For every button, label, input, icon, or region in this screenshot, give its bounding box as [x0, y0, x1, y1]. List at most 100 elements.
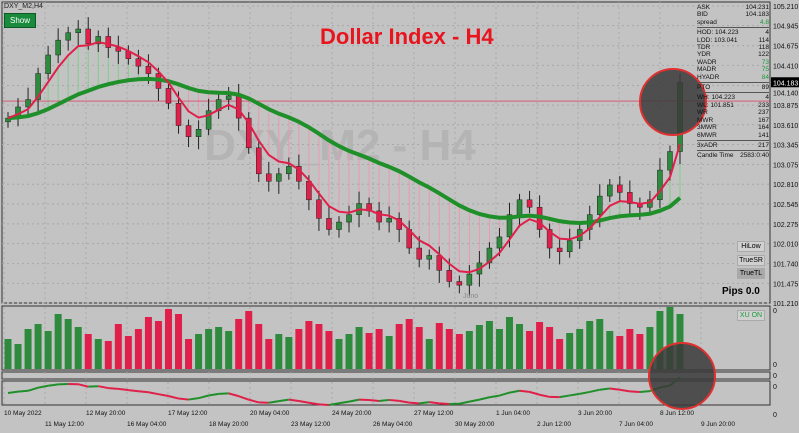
oscillator-line: [288, 398, 300, 402]
candle: [135, 49, 142, 75]
volume-bar: [475, 325, 483, 369]
volume-bar: [616, 336, 624, 369]
chart-title: Dollar Index - H4: [320, 24, 494, 49]
info-value: 4: [765, 29, 769, 37]
candle: [65, 26, 71, 51]
oscillator-line: [629, 390, 640, 393]
volume-bar: [425, 339, 433, 369]
date-tick: 7 Jun 04:00: [619, 421, 653, 428]
oscillator-line: [519, 389, 530, 393]
candle: [526, 190, 533, 214]
volume-bar: [305, 321, 313, 369]
oscillator-line: [509, 389, 520, 394]
oscillator-line: [298, 400, 310, 404]
info-value: 89: [761, 84, 769, 92]
date-tick: 16 May 04:00: [127, 421, 167, 428]
volume-bar: [495, 329, 503, 369]
candle: [516, 193, 523, 228]
volume-bar: [315, 324, 323, 369]
hilow-button[interactable]: HiLow: [737, 241, 765, 252]
divider: [697, 92, 769, 94]
candle: [35, 67, 41, 113]
oscillator-line: [479, 396, 490, 401]
info-row: WL: 101.851 233: [697, 102, 769, 109]
oscillator-line: [599, 387, 610, 391]
volume-bar: [154, 321, 162, 369]
oscillator-line: [238, 395, 250, 401]
price-tick: 104.410: [773, 63, 798, 70]
info-row: HYADR 84: [697, 74, 769, 81]
volume-bar: [225, 331, 233, 369]
volume-bar: [44, 331, 52, 369]
oscillator-line: [268, 400, 279, 404]
candle: [346, 205, 352, 233]
truesr-button[interactable]: TrueSR: [737, 255, 765, 266]
slow-ma-line: [7, 76, 682, 226]
price-tick: 104.675: [773, 44, 798, 51]
candle: [105, 27, 112, 58]
fast-ma-line: [7, 41, 681, 274]
xu-on-button[interactable]: XU ON: [737, 310, 765, 321]
volume-bar: [144, 317, 152, 369]
oscillator-line: [178, 397, 189, 401]
info-key: BID: [697, 11, 708, 19]
info-key: PTO: [697, 84, 711, 92]
price-tick: 105.210: [773, 4, 798, 11]
candle: [276, 167, 282, 194]
volume-bar: [14, 344, 22, 369]
info-key: WL: 101.851: [697, 101, 734, 109]
divider: [697, 150, 769, 152]
volume-bar: [205, 329, 213, 369]
volume-bar: [345, 334, 353, 369]
date-tick: 18 May 20:00: [209, 421, 249, 428]
volume-bar: [656, 311, 664, 369]
oscillator-line: [17, 389, 29, 393]
oscillator-line: [429, 401, 440, 405]
info-key: WR: [697, 109, 708, 117]
info-value: 73: [761, 58, 769, 66]
info-key: WH: 104.223: [697, 94, 735, 102]
info-key: ASK: [697, 4, 711, 11]
symbol-label: DXY_M2,H4: [4, 3, 43, 10]
volume-bar: [576, 329, 584, 369]
oscillator-line: [208, 392, 219, 397]
info-row: ASK 104.231: [697, 4, 769, 11]
volume-bar: [104, 341, 112, 369]
info-row: BID 104.183: [697, 11, 769, 18]
indicator-zero-label: 0: [773, 384, 777, 391]
oscillator-line: [348, 398, 360, 403]
price-tick: 103.075: [773, 163, 798, 170]
volume-bar: [365, 333, 373, 369]
oscillator-line: [338, 400, 350, 405]
show-button[interactable]: Show: [4, 13, 37, 28]
candle: [426, 249, 433, 270]
candle: [266, 161, 272, 192]
volume-bar: [335, 339, 343, 369]
oscillator-line: [118, 387, 129, 392]
oscillator-line: [27, 386, 39, 392]
truetl-button[interactable]: TrueTL: [737, 268, 765, 279]
indicator-zero-label: 0: [773, 373, 777, 380]
indicator-zero-label: 0: [773, 308, 777, 315]
volume-bar: [74, 327, 82, 369]
volume-bar: [485, 321, 493, 369]
info-value: 217: [758, 141, 769, 149]
info-row: PTO 89: [697, 84, 769, 91]
volume-bar: [295, 329, 303, 369]
price-tick: 102.810: [773, 182, 798, 189]
oscillator-line: [379, 398, 390, 402]
volume-bar: [4, 339, 12, 369]
divider: [697, 82, 769, 84]
candle: [245, 112, 252, 154]
oscillator-line: [569, 392, 580, 397]
oscillator-line: [168, 395, 179, 400]
price-tick: 101.210: [773, 301, 798, 308]
info-value: 2583:0:40: [740, 152, 769, 160]
price-tick: 103.345: [773, 142, 798, 149]
oscillator-line: [228, 392, 239, 398]
volume-bar: [34, 324, 42, 369]
info-value: 104.231: [745, 4, 770, 11]
volume-bar: [385, 336, 393, 369]
info-row: spread 4.8: [697, 19, 769, 26]
